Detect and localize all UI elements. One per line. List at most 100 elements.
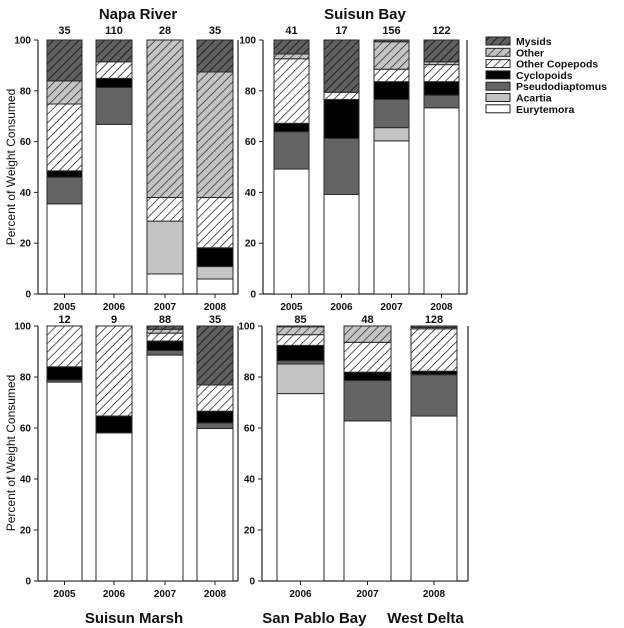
y-tick-label: 80: [244, 373, 256, 384]
sample-size-label: 156: [382, 25, 400, 37]
y-tick-label: 100: [14, 36, 31, 47]
legend-label: Mysids: [516, 36, 552, 48]
bar-bottom-left-2006: [95, 325, 133, 582]
bar-top-left-2006: [95, 39, 133, 295]
y-axis-label-top: Percent of Weight Consumed: [4, 89, 18, 246]
y-tick-label: 100: [238, 322, 255, 333]
bar-segment-acartia: [146, 220, 184, 275]
x-tick-label: 2008: [423, 589, 446, 600]
bar-segment-other: [46, 80, 83, 105]
sample-size-label: 128: [425, 314, 443, 326]
bar-segment-cyclopoids: [95, 415, 133, 434]
bar-segment-eurytemora: [95, 123, 133, 295]
bar-bottom-right-2006: [276, 325, 325, 582]
x-tick-label: 2008: [204, 302, 227, 313]
bar-segment-cyclopoids: [423, 81, 460, 96]
bar-segment-eurytemora: [410, 415, 458, 582]
legend-item-other: Other: [485, 47, 544, 59]
bar-segment-mysids: [373, 39, 410, 43]
panel-top-left: Napa River 0 20 40 60 80 100 2005 35 2006 110 2007 2…: [14, 6, 239, 313]
x-tick-label: 2006: [289, 589, 312, 600]
panel-top-right: Suisun Bay 0 20 40 60 80 100 2005 41 2006 17 2007 15…: [239, 6, 468, 313]
sample-size-label: 48: [361, 314, 373, 326]
y-tick-label: 60: [244, 424, 256, 435]
bar-segment-eurytemora: [343, 420, 392, 582]
legend-swatch: [485, 70, 511, 80]
bar-segment-cyclopoids: [343, 371, 392, 382]
y-tick-label: 20: [245, 239, 257, 250]
bar-bottom-right-2007: [343, 325, 392, 582]
sample-size-label: 17: [335, 25, 347, 37]
sample-size-label: 35: [58, 25, 70, 37]
bar-segment-eurytemora: [46, 203, 83, 295]
legend-item-pseudodiaptomus: Pseudodiaptomus: [485, 81, 607, 93]
sample-size-label: 85: [294, 314, 306, 326]
legend-item-cyclopoids: Cyclopoids: [485, 70, 573, 82]
panel-title: Suisun Bay: [324, 6, 406, 23]
bar-segment-mysids: [273, 39, 310, 55]
bar-segment-cyclopoids: [410, 370, 458, 376]
bar-segment-other-copepods: [196, 196, 234, 249]
bar-segment-mysids: [46, 39, 83, 82]
panel-bottom-left: Suisun Marsh 0 20 40 60 80 100 2005 12 2006 9 2007 8…: [14, 314, 239, 627]
y-tick-label: 60: [20, 424, 32, 435]
legend-label: Pseudodiaptomus: [516, 81, 607, 93]
sample-size-label: 28: [159, 25, 171, 37]
bar-segment-cyclopoids: [276, 344, 325, 362]
y-tick-label: 80: [245, 86, 257, 97]
bar-top-right-2005: [273, 39, 310, 295]
bar-segment-other-copepods: [46, 325, 83, 368]
bar-segment-other-copepods: [196, 384, 234, 412]
bar-segment-eurytemora: [146, 273, 184, 295]
legend-swatch: [485, 104, 511, 114]
legend-label: Acartia: [516, 93, 552, 105]
bar-segment-pseudodiaptomus: [373, 98, 410, 129]
bar-segment-pseudodiaptomus: [196, 422, 234, 430]
y-tick-label: 40: [20, 475, 32, 486]
legend-swatch: [485, 93, 511, 102]
x-tick-label: 2005: [53, 589, 76, 600]
bar-segment-cyclopoids: [46, 170, 83, 178]
bar-segment-other-copepods: [373, 68, 410, 83]
y-tick-label: 20: [20, 526, 32, 537]
bar-segment-eurytemora: [273, 168, 310, 295]
bar-segment-other-copepods: [46, 103, 83, 172]
bar-segment-other-copepods: [410, 328, 458, 372]
sample-size-label: 9: [111, 314, 117, 326]
bar-segment-other-copepods: [95, 325, 133, 417]
legend-label: Eurytemora: [516, 104, 575, 116]
bar-segment-other-copepods: [95, 61, 133, 79]
bar-segment-eurytemora: [146, 354, 184, 582]
legend-item-eurytemora: Eurytemora: [485, 104, 575, 116]
legend-swatch: [485, 47, 511, 57]
bar-top-right-2006: [323, 39, 360, 295]
bar-segment-pseudodiaptomus: [410, 374, 458, 417]
bar-segment-pseudodiaptomus: [146, 349, 184, 356]
bar-segment-mysids: [196, 39, 234, 73]
x-tick-label: 2008: [430, 302, 453, 313]
bar-segment-cyclopoids: [95, 77, 133, 88]
y-tick-label: 80: [20, 86, 32, 97]
bar-bottom-left-2007: [146, 325, 184, 582]
panel-bottom-right: San Pablo Bay West Delta 0 20 40 60 80 100 2006…: [238, 314, 469, 627]
bar-segment-other: [343, 325, 392, 343]
y-tick-label: 0: [249, 577, 255, 588]
x-tick-label: 2007: [380, 302, 403, 313]
bar-segment-other-copepods: [323, 91, 360, 100]
legend-label: Cyclopoids: [516, 70, 573, 82]
bar-segment-cyclopoids: [146, 340, 184, 351]
bar-segment-eurytemora: [46, 381, 83, 582]
bar-top-right-2007: [373, 39, 410, 295]
bar-segment-pseudodiaptomus: [423, 94, 460, 109]
sample-size-label: 35: [209, 314, 221, 326]
bar-bottom-left-2008: [196, 325, 234, 582]
bar-segment-acartia: [373, 127, 410, 142]
y-tick-label: 60: [245, 137, 257, 148]
bar-segment-pseudodiaptomus: [343, 380, 392, 422]
x-tick-label: 2006: [330, 302, 353, 313]
bar-segment-other-copepods: [423, 64, 460, 83]
bar-segment-pseudodiaptomus: [323, 137, 360, 195]
sample-size-label: 12: [58, 314, 70, 326]
bar-segment-mysids: [323, 39, 360, 93]
